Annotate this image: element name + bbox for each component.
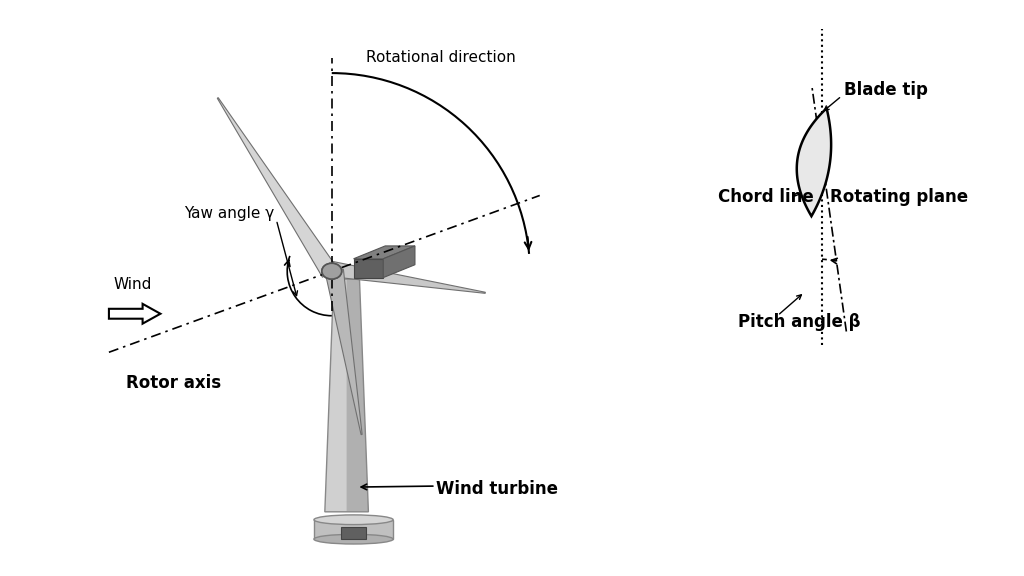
Polygon shape [331, 262, 485, 293]
Text: Wind turbine: Wind turbine [436, 480, 558, 498]
Polygon shape [325, 279, 346, 512]
Polygon shape [217, 98, 337, 277]
Text: Yaw angle γ: Yaw angle γ [184, 206, 274, 221]
Text: Rotor axis: Rotor axis [126, 374, 221, 392]
Ellipse shape [322, 263, 342, 279]
Ellipse shape [322, 263, 342, 279]
Polygon shape [383, 246, 415, 278]
Text: Rotational direction: Rotational direction [366, 50, 515, 65]
Polygon shape [314, 520, 393, 539]
Polygon shape [353, 246, 415, 259]
Polygon shape [341, 527, 367, 539]
Text: Blade tip: Blade tip [844, 81, 928, 100]
Ellipse shape [314, 535, 393, 544]
Polygon shape [353, 259, 383, 278]
Ellipse shape [314, 515, 393, 525]
Polygon shape [797, 108, 831, 216]
Polygon shape [109, 304, 161, 324]
Text: Pitch angle β: Pitch angle β [738, 313, 860, 331]
Text: Wind: Wind [114, 277, 153, 292]
Polygon shape [326, 269, 362, 435]
Text: Chord line: Chord line [718, 188, 814, 206]
Text: Rotating plane: Rotating plane [829, 188, 968, 206]
Polygon shape [346, 279, 369, 512]
